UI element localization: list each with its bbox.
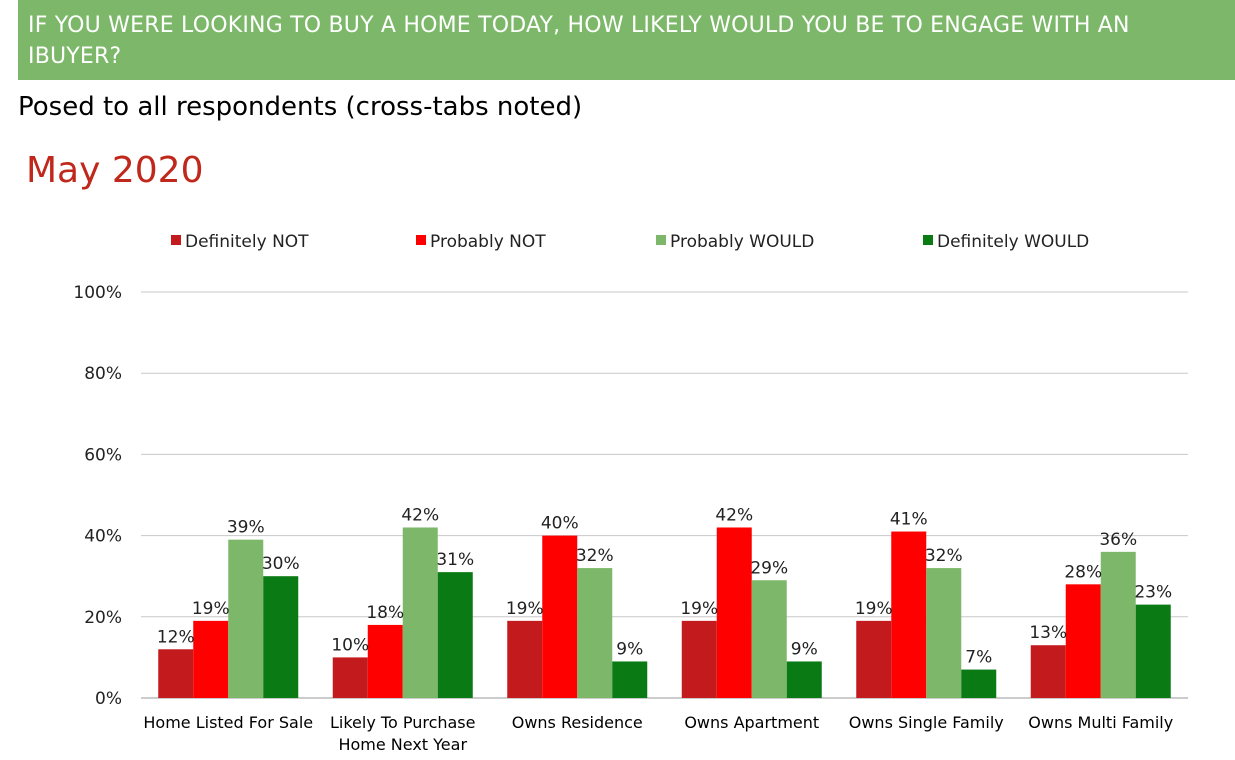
y-axis: 0% 20% 40% 60% 80% 100%: [73, 283, 122, 709]
data-label: 28%: [1064, 562, 1102, 582]
data-label: 30%: [262, 554, 300, 574]
x-category-label: Owns Apartment: [684, 713, 819, 732]
bar: [961, 669, 997, 698]
bar: [786, 661, 822, 698]
bar: [612, 661, 648, 698]
x-axis: Home Listed For Sale Likely To Purchase Ho…: [143, 713, 1173, 754]
data-label: 32%: [576, 546, 614, 566]
bar: [437, 572, 473, 698]
data-label: 18%: [366, 603, 404, 623]
x-category-label: Owns Multi Family: [1028, 713, 1173, 732]
data-label: 9%: [791, 639, 818, 659]
bar: [1030, 645, 1066, 698]
bar: [367, 624, 403, 698]
x-category-label: Owns Single Family: [849, 713, 1004, 732]
data-label: 19%: [506, 599, 544, 619]
data-label: 41%: [890, 510, 928, 530]
bar: [716, 527, 752, 698]
legend-swatch: [923, 235, 933, 245]
legend-label: Probably WOULD: [670, 232, 814, 252]
bar: [577, 568, 613, 698]
gridlines: [141, 291, 1188, 699]
y-tick-label: 20%: [84, 608, 122, 628]
bar: [507, 620, 543, 698]
bar: [891, 531, 927, 698]
legend-swatch: [656, 235, 666, 245]
bar: [1100, 551, 1136, 698]
data-label: 13%: [1029, 623, 1067, 643]
legend-swatch: [416, 235, 426, 245]
data-label: 31%: [436, 550, 474, 570]
data-label: 9%: [616, 639, 643, 659]
bar: [856, 620, 892, 698]
bar: [542, 535, 578, 698]
y-tick-label: 80%: [84, 364, 122, 384]
bar: [1065, 584, 1101, 698]
data-label: 19%: [855, 599, 893, 619]
question-banner: IF YOU WERE LOOKING TO BUY A HOME TODAY,…: [18, 0, 1235, 80]
bar: [681, 620, 717, 698]
bar: [402, 527, 438, 698]
bar: [263, 576, 299, 698]
bar: [193, 620, 229, 698]
data-label: 40%: [541, 514, 579, 534]
bar: [332, 657, 368, 698]
subtitle: Posed to all respondents (cross-tabs not…: [18, 92, 583, 122]
y-tick-label: 40%: [84, 527, 122, 547]
legend-label: Probably NOT: [430, 232, 546, 252]
x-category-label: Owns Residence: [512, 713, 643, 732]
data-label: 29%: [750, 558, 788, 578]
data-label: 36%: [1099, 530, 1137, 550]
data-label: 39%: [227, 518, 265, 538]
legend-label: Definitely WOULD: [937, 232, 1089, 252]
bar: [228, 539, 264, 698]
y-tick-label: 60%: [84, 445, 122, 465]
x-category-label: Home Listed For Sale: [143, 713, 313, 732]
data-label: 19%: [680, 599, 718, 619]
y-tick-label: 0%: [95, 689, 122, 709]
period-title: May 2020: [26, 150, 204, 191]
bar: [158, 649, 194, 698]
data-label: 32%: [925, 546, 963, 566]
data-label: 7%: [965, 648, 992, 668]
y-tick-label: 100%: [73, 283, 122, 303]
legend: Definitely NOT Probably NOT Probably WOULD…: [171, 232, 1089, 252]
legend-label: Definitely NOT: [185, 232, 309, 252]
data-label: 23%: [1134, 583, 1172, 603]
data-label: 42%: [401, 505, 439, 525]
data-label: 10%: [331, 635, 369, 655]
data-labels: 12% 19% 39% 30% 10% 18% 42% 31% 19% 40% 32% 9% 19% 42…: [157, 505, 1172, 667]
bar: [926, 568, 962, 698]
bars: [158, 527, 1171, 698]
question-text: IF YOU WERE LOOKING TO BUY A HOME TODAY,…: [28, 13, 1130, 69]
data-label: 42%: [715, 505, 753, 525]
data-label: 12%: [157, 627, 195, 647]
x-category-label: Likely To Purchase Home Next Year: [330, 713, 475, 754]
data-label: 19%: [192, 599, 230, 619]
bar: [1135, 604, 1171, 698]
bar: [751, 580, 787, 698]
legend-swatch: [171, 235, 181, 245]
